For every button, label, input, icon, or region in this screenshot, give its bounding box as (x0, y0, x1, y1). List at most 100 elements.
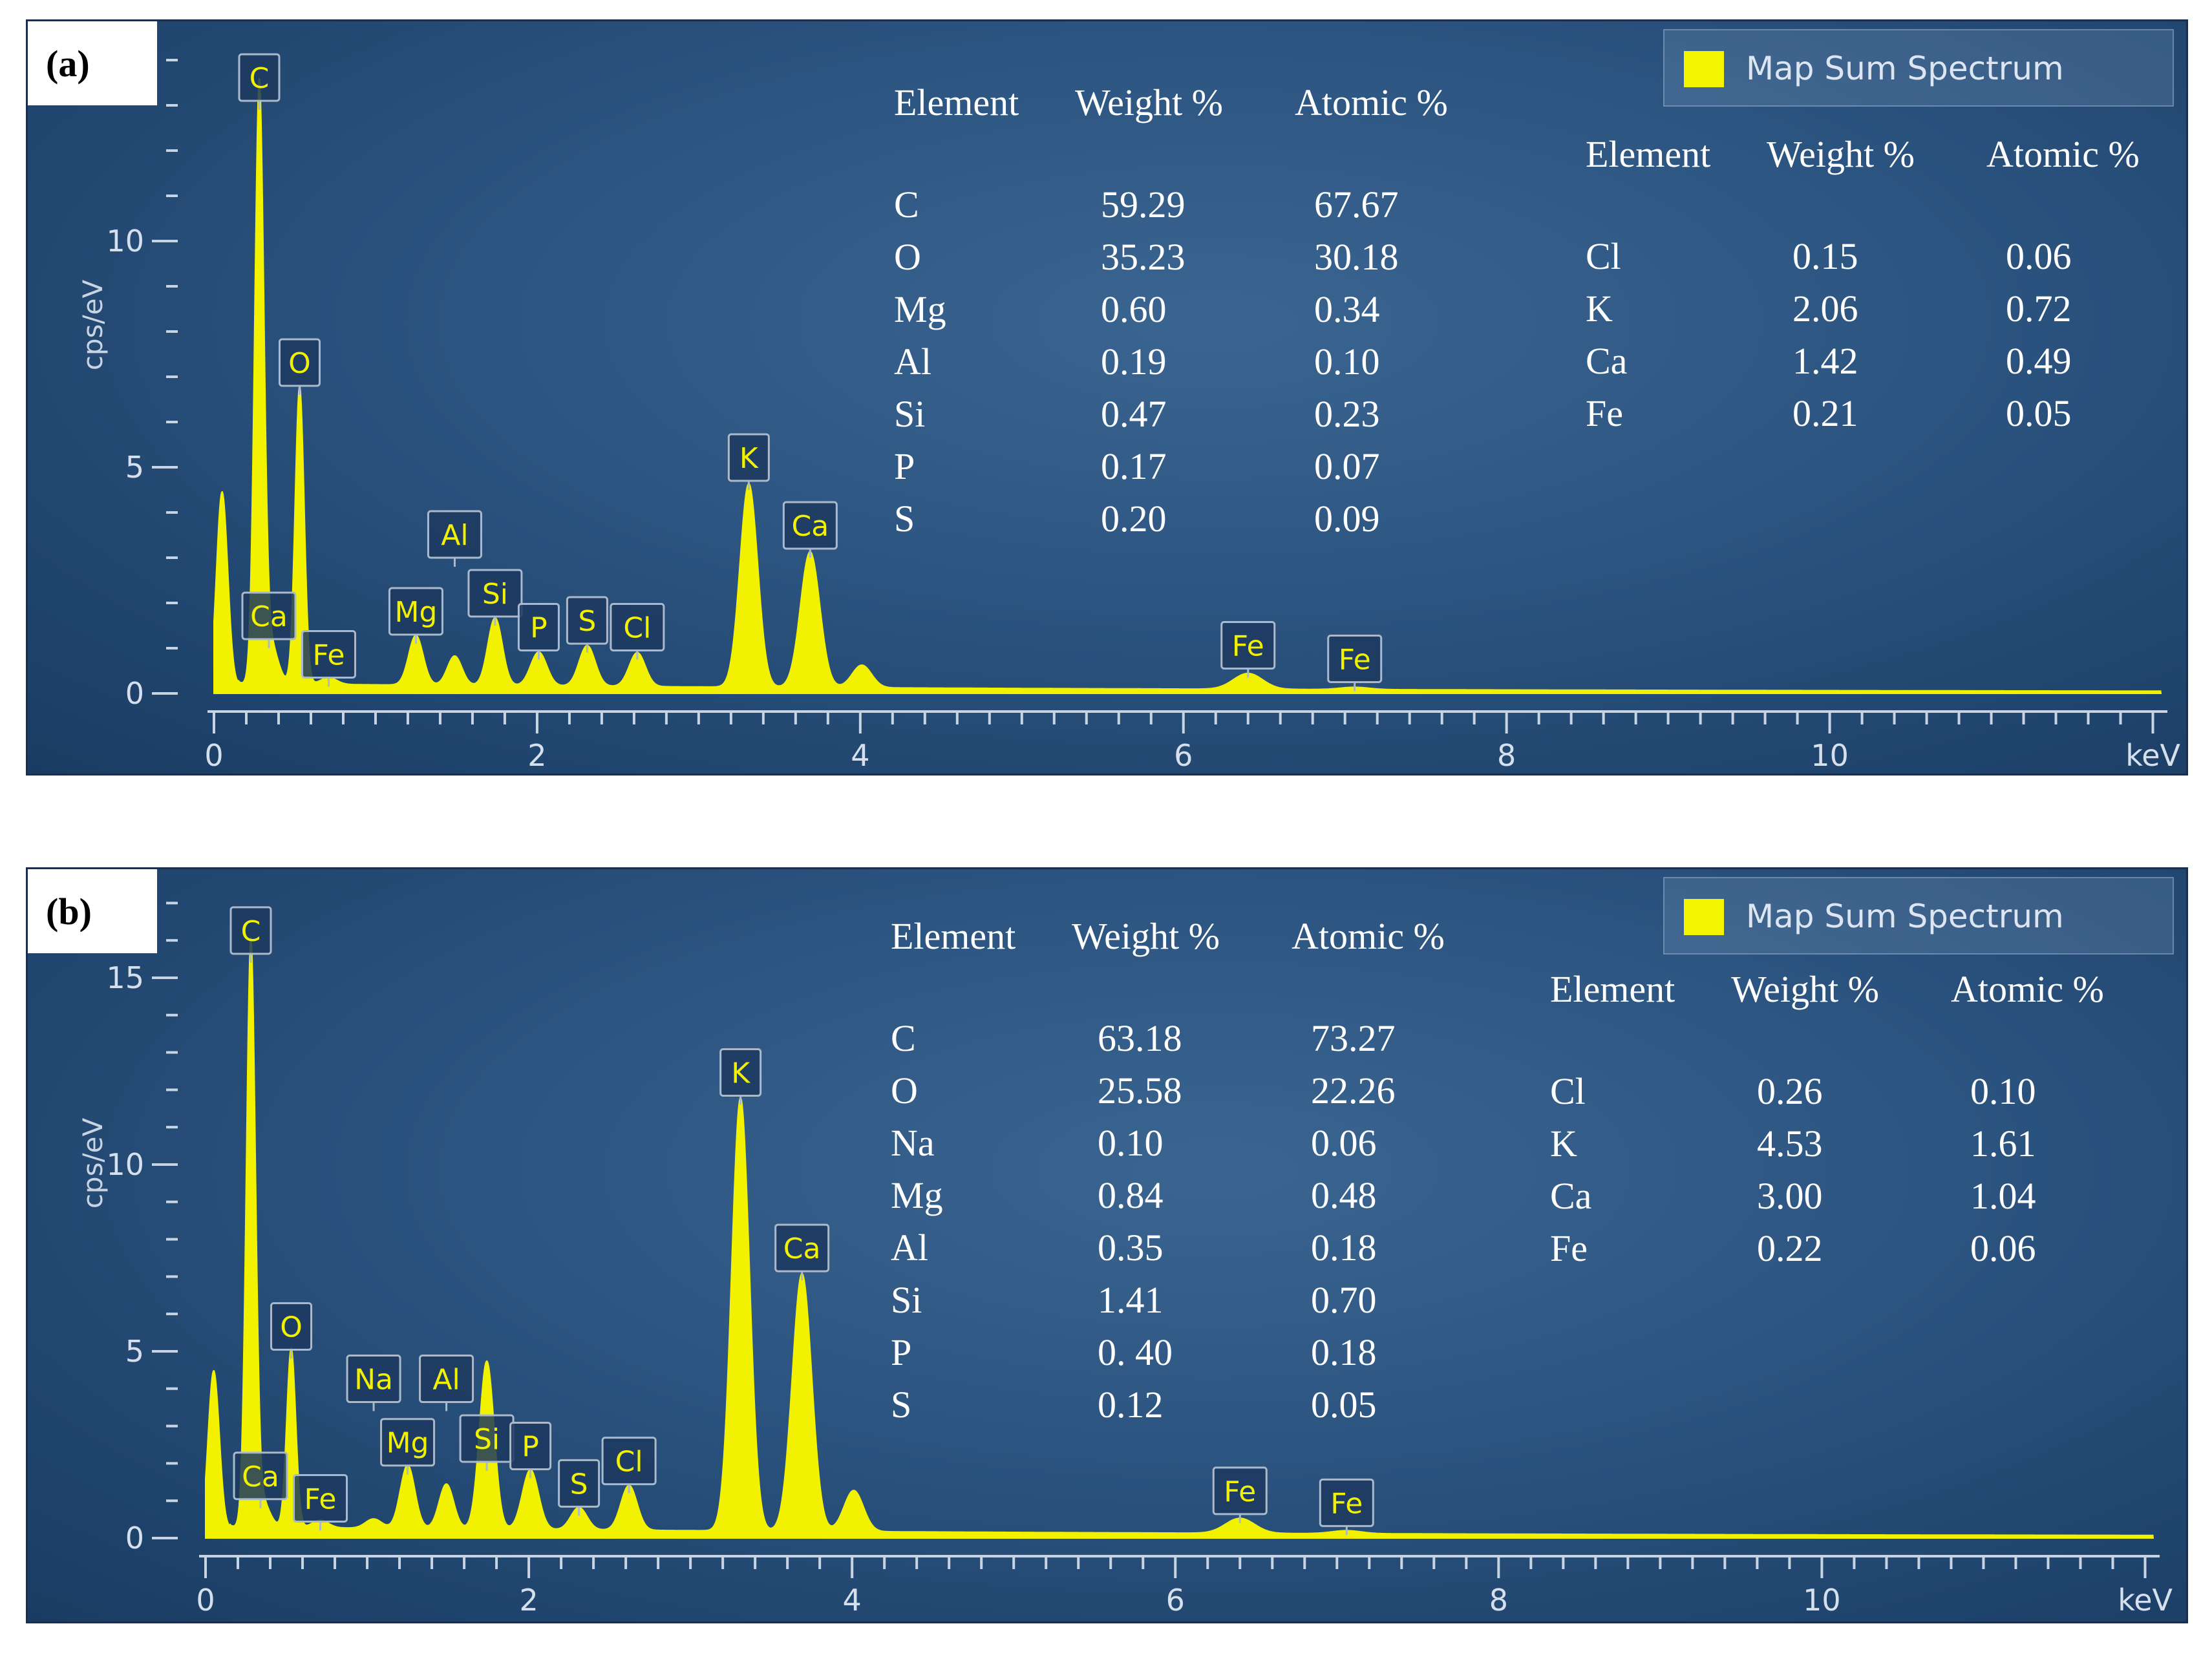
table-weight: 0.12 (1098, 1384, 1164, 1426)
peak-label[interactable]: S (558, 1459, 601, 1516)
peak-label[interactable]: Ca (233, 1451, 288, 1508)
table-atomic: 0.09 (1314, 498, 1380, 540)
svg-text:Fe: Fe (1232, 630, 1264, 663)
peak-label[interactable]: Si (459, 1414, 515, 1471)
legend-label-b: Map Sum Spectrum (1746, 898, 2064, 935)
peak-label[interactable]: Ca (241, 591, 297, 648)
peak-label[interactable]: Mg (388, 587, 443, 644)
table-weight: 35.23 (1101, 236, 1186, 278)
x-tick-label: 0 (204, 738, 223, 773)
table-weight: 0.84 (1098, 1174, 1164, 1216)
table-element: K (1586, 288, 1613, 330)
y-tick-label: 10 (106, 1147, 144, 1182)
svg-text:Si: Si (474, 1423, 500, 1456)
svg-text:P: P (530, 612, 548, 645)
x-tick-label: 2 (519, 1583, 538, 1618)
svg-text:C: C (241, 915, 261, 948)
peak-label[interactable]: Fe (301, 630, 356, 687)
table-weight: 0.19 (1101, 341, 1167, 383)
peak-label[interactable]: Cl (601, 1437, 657, 1493)
peak-label[interactable]: K (719, 1048, 762, 1105)
legend-a[interactable]: Map Sum Spectrum (1663, 29, 2174, 107)
legend-b[interactable]: Map Sum Spectrum (1663, 877, 2174, 955)
table-weight: 0.21 (1792, 392, 1858, 434)
panel-label-b: (b) (46, 891, 92, 933)
table-weight: 1.42 (1792, 340, 1858, 382)
table-element: K (1550, 1123, 1577, 1165)
table-weight: 0.17 (1101, 445, 1167, 487)
y-tick-label: 5 (125, 1334, 144, 1369)
y-axis-label: cps/eV (77, 280, 109, 371)
table-atomic: 0.34 (1314, 288, 1380, 330)
x-tick-label: 8 (1497, 738, 1516, 773)
table-element: Si (891, 1279, 922, 1321)
svg-text:Cl: Cl (615, 1446, 643, 1479)
table-atomic: 0.07 (1314, 445, 1380, 487)
peak-label[interactable]: Fe (1220, 621, 1276, 678)
peak-label[interactable]: C (229, 906, 272, 963)
table-weight: 0.22 (1757, 1227, 1823, 1269)
table-weight: 0.10 (1098, 1122, 1164, 1164)
peak-label[interactable]: Ca (782, 501, 838, 558)
svg-text:Ca: Ca (792, 510, 829, 543)
svg-text:Al: Al (441, 519, 468, 552)
svg-text:Fe: Fe (304, 1483, 337, 1515)
peak-label[interactable]: K (727, 433, 770, 490)
svg-text:Fe: Fe (1330, 1487, 1363, 1520)
table-atomic: 67.67 (1314, 184, 1399, 226)
table-element: S (891, 1384, 912, 1426)
peak-label[interactable]: S (566, 596, 608, 653)
table-weight: 0.15 (1792, 235, 1858, 277)
x-tick-label: 4 (843, 1583, 862, 1618)
peak-label[interactable]: P (517, 603, 560, 660)
panel-tag-a: (a) (28, 21, 157, 105)
peak-label[interactable]: Fe (1319, 1478, 1374, 1536)
peak-label[interactable]: Cl (610, 603, 665, 660)
y-tick-label: 0 (125, 676, 144, 711)
table-header: Atomic % (1951, 968, 2104, 1010)
table-atomic: 0.18 (1311, 1227, 1377, 1269)
table-weight: 63.18 (1098, 1017, 1182, 1059)
table-header: Weight % (1075, 81, 1223, 123)
legend-swatch-b (1684, 899, 1724, 935)
peak-label[interactable]: O (270, 1302, 313, 1359)
peak-label[interactable]: O (278, 338, 321, 395)
peak-label[interactable]: Al (427, 510, 482, 567)
legend-label-a: Map Sum Spectrum (1746, 50, 2064, 87)
table-atomic: 0.05 (1311, 1384, 1377, 1426)
table-header: Element (1550, 968, 1675, 1010)
table-element: C (894, 184, 919, 226)
peak-label[interactable]: Si (467, 569, 523, 626)
table-element: Mg (894, 288, 946, 330)
table-atomic: 73.27 (1311, 1017, 1396, 1059)
table-atomic: 0.06 (2006, 235, 2072, 277)
table-element: O (894, 236, 921, 278)
table-atomic: 0.23 (1314, 393, 1380, 435)
table-element: Al (891, 1227, 928, 1269)
table-weight: 2.06 (1792, 288, 1858, 330)
table-header: Element (894, 81, 1019, 123)
table-atomic: 0.10 (1970, 1070, 2036, 1112)
table-element: P (891, 1331, 912, 1373)
svg-text:O: O (288, 347, 311, 380)
peak-label[interactable]: P (509, 1422, 552, 1479)
table-atomic: 1.61 (1970, 1123, 2036, 1165)
table-atomic: 0.49 (2006, 340, 2072, 382)
peak-label[interactable]: Fe (293, 1473, 348, 1531)
table-element: Fe (1586, 392, 1623, 434)
peak-label[interactable]: Ca (774, 1223, 830, 1281)
peak-label[interactable]: Fe (1212, 1466, 1268, 1523)
table-header: Element (1586, 133, 1711, 175)
peak-label[interactable]: Na (346, 1354, 401, 1411)
svg-text:S: S (570, 1468, 588, 1501)
table-atomic: 0.06 (1970, 1227, 2036, 1269)
peak-label[interactable]: Fe (1327, 635, 1383, 691)
peak-label[interactable]: C (238, 53, 281, 110)
table-atomic: 0.70 (1311, 1279, 1377, 1321)
svg-text:Fe: Fe (1224, 1475, 1256, 1508)
y-tick-label: 5 (125, 450, 144, 485)
x-tick-label: 0 (196, 1583, 215, 1618)
peak-label[interactable]: Al (419, 1354, 474, 1411)
peak-label[interactable]: Mg (380, 1418, 436, 1475)
table-element: Si (894, 393, 926, 435)
